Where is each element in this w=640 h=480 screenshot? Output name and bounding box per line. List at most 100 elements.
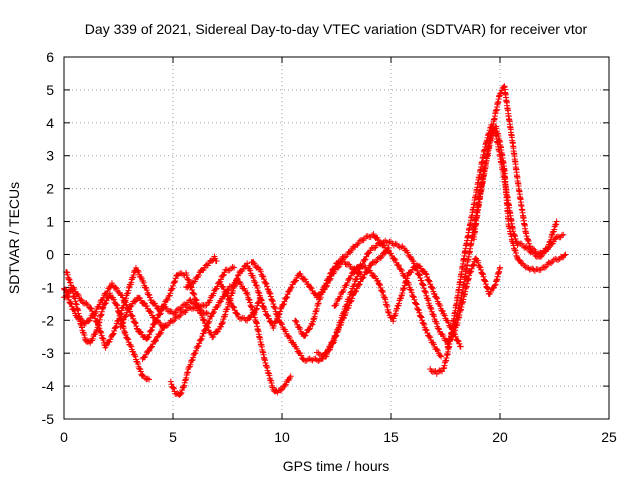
data-point: [487, 289, 494, 296]
data-point: [292, 317, 299, 324]
data-point: [170, 385, 177, 392]
data-point: [361, 256, 368, 263]
data-point: [158, 329, 165, 336]
data-point: [364, 233, 371, 240]
data-point: [555, 257, 562, 264]
series-track-4: [117, 294, 211, 331]
data-point: [388, 250, 394, 257]
data-point: [341, 254, 348, 261]
data-point: [265, 315, 272, 322]
data-point: [433, 320, 440, 327]
data-point: [147, 308, 154, 315]
data-point: [391, 255, 398, 262]
data-point: [320, 287, 327, 294]
data-point: [229, 264, 236, 271]
data-point: [548, 260, 555, 267]
data-point: [172, 278, 179, 285]
data-point: [264, 283, 271, 290]
data-point: [87, 305, 94, 312]
data-point: [413, 300, 420, 307]
data-point: [292, 278, 299, 285]
data-point: [376, 281, 383, 288]
data-point: [293, 319, 300, 326]
data-point: [92, 308, 99, 315]
data-point: [130, 315, 137, 322]
data-point: [168, 381, 175, 388]
data-point: [113, 323, 120, 330]
data-point: [275, 314, 282, 321]
data-point: [238, 281, 245, 288]
data-point: [201, 302, 208, 309]
data-point: [124, 307, 131, 314]
data-point: [497, 89, 504, 96]
data-point: [167, 378, 174, 385]
data-point: [416, 272, 423, 279]
data-point: [288, 284, 295, 291]
data-point: [306, 325, 313, 332]
y-tick-label: 2: [46, 181, 54, 197]
data-point: [360, 274, 367, 281]
data-point: [297, 326, 304, 333]
data-point: [183, 272, 190, 279]
data-point: [416, 271, 423, 278]
data-point: [491, 282, 498, 289]
data-point: [422, 270, 429, 277]
data-point: [421, 321, 428, 328]
data-point: [423, 327, 430, 334]
data-point: [348, 247, 355, 254]
data-point: [456, 340, 463, 347]
series-track-8: [217, 281, 264, 324]
data-point: [67, 300, 74, 307]
data-point: [153, 334, 160, 341]
data-point: [427, 304, 434, 311]
data-point: [281, 298, 288, 305]
data-point: [122, 313, 129, 320]
data-point: [435, 325, 442, 332]
data-point: [189, 287, 196, 294]
y-tick-label: 1: [46, 214, 54, 230]
data-point: [277, 305, 284, 312]
y-tick-label: -4: [42, 378, 55, 394]
data-point: [554, 233, 561, 240]
data-point: [190, 279, 197, 286]
data-point: [168, 286, 175, 293]
data-point: [306, 326, 313, 333]
data-point: [167, 290, 174, 297]
data-point: [122, 331, 129, 338]
data-point: [308, 356, 315, 363]
data-point: [445, 319, 452, 326]
data-point: [562, 251, 569, 258]
data-point: [191, 291, 198, 298]
data-point: [379, 289, 386, 296]
data-point: [356, 281, 363, 288]
data-point: [112, 324, 119, 331]
data-point: [438, 353, 445, 360]
data-point: [325, 276, 332, 283]
data-point: [223, 266, 230, 273]
data-point: [119, 294, 126, 301]
data-point: [417, 313, 424, 320]
data-point: [427, 334, 434, 341]
data-point: [170, 282, 176, 289]
data-point: [328, 269, 335, 276]
data-point: [110, 331, 117, 338]
data-point: [100, 304, 107, 311]
data-point: [210, 310, 217, 317]
data-point: [330, 266, 337, 273]
data-point: [410, 293, 417, 300]
data-point: [135, 361, 142, 368]
data-point: [203, 309, 210, 316]
data-point: [193, 347, 200, 354]
data-point: [435, 326, 442, 333]
data-point: [194, 343, 201, 350]
data-point: [161, 323, 168, 330]
data-point: [398, 244, 405, 251]
x-tick-label: 25: [601, 429, 617, 445]
data-point: [206, 318, 213, 325]
data-point: [233, 310, 240, 317]
data-point: [247, 267, 254, 274]
data-point: [439, 308, 446, 315]
data-point: [274, 313, 281, 320]
data-point: [283, 294, 290, 301]
data-point: [217, 298, 224, 305]
